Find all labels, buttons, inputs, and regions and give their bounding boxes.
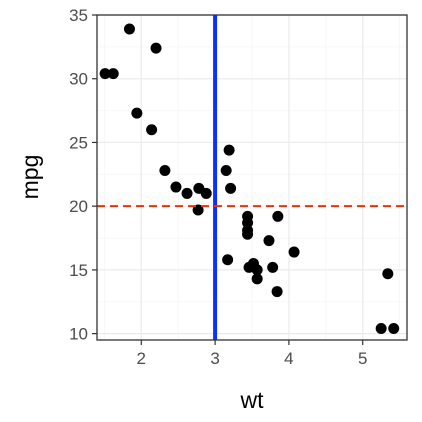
data-point <box>220 164 232 176</box>
x-tick-label: 2 <box>137 349 146 368</box>
x-axis-title: wt <box>240 387 265 413</box>
x-tick-label: 4 <box>284 349 293 368</box>
data-point <box>251 264 263 276</box>
y-tick-label: 35 <box>69 6 88 25</box>
data-point <box>192 204 204 216</box>
data-point <box>375 323 387 335</box>
y-axis-title: mpg <box>17 155 43 200</box>
data-point <box>150 42 162 54</box>
x-axis: 2 3 4 5 <box>137 340 367 368</box>
y-tick-label: 20 <box>69 197 88 216</box>
data-point <box>242 210 254 222</box>
data-point <box>123 23 135 35</box>
data-point <box>107 68 119 80</box>
data-point <box>263 235 275 247</box>
y-axis: 10 15 20 25 30 35 <box>69 6 97 344</box>
data-point <box>388 323 400 335</box>
data-point <box>146 124 158 136</box>
data-point <box>222 254 234 266</box>
panel-border <box>96 14 408 341</box>
data-point <box>288 246 300 258</box>
data-point <box>271 286 283 298</box>
x-tick-label: 5 <box>358 349 367 368</box>
data-point <box>181 187 193 199</box>
plot-panel <box>96 14 408 341</box>
data-point <box>159 164 171 176</box>
data-point <box>200 187 212 199</box>
y-tick-label: 30 <box>69 70 88 89</box>
data-point <box>382 268 394 280</box>
y-tick-label: 15 <box>69 261 88 280</box>
data-point <box>131 107 143 119</box>
data-point <box>99 68 111 80</box>
data-point <box>267 261 279 273</box>
data-point <box>223 144 235 156</box>
data-point <box>272 210 284 222</box>
data-point <box>242 224 254 236</box>
x-tick-label: 3 <box>210 349 219 368</box>
data-point <box>225 182 237 194</box>
y-tick-label: 25 <box>69 133 88 152</box>
y-tick-label: 10 <box>69 325 88 344</box>
data-point <box>170 181 182 193</box>
data-point <box>251 273 263 285</box>
